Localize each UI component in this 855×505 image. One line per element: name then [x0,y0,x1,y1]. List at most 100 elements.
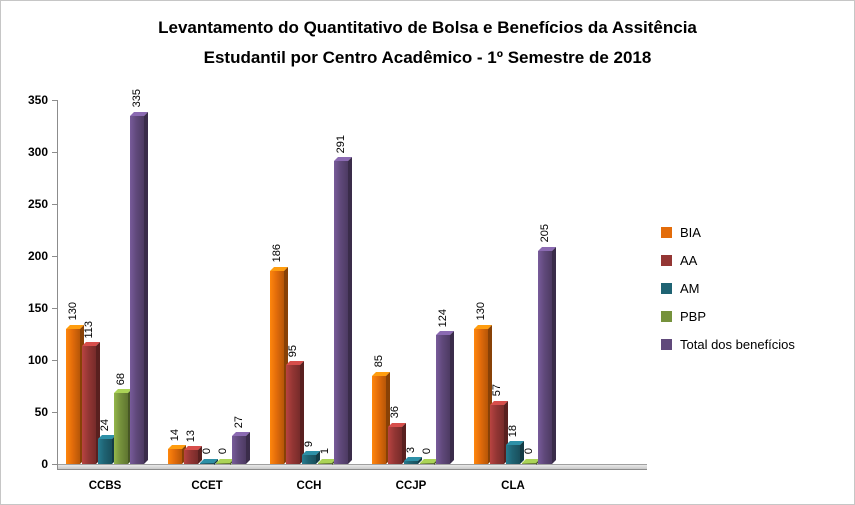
bar-value-label: 27 [233,415,245,428]
bar-pbp-cla [522,458,540,464]
chart-title-line-2: Estudantil por Centro Acadêmico - 1º Sem… [203,48,652,67]
bar-value-label: 57 [491,384,503,397]
bar-pbp-ccbs [114,389,132,464]
y-axis-tick [52,308,58,309]
legend-label: Total dos benefícios [680,337,795,352]
bar-bia-cla [474,324,492,464]
legend: BIA AA AM PBP Total dos benefícios [661,225,795,365]
legend-marker [661,255,672,266]
bar-value-label: 186 [271,244,283,263]
legend-item-bia: BIA [661,225,795,240]
y-axis-tick [52,204,58,205]
bar-aa-ccbs [82,342,100,464]
bar-value-label: 36 [389,406,401,419]
bar-side-face [246,431,250,464]
bar-value-label: 0 [421,448,433,455]
bar-bia-ccbs [66,324,84,464]
y-axis-tick [52,412,58,413]
bar-value-label: 130 [67,302,79,321]
bar-total-dos-benefícios-ccjp [436,331,454,464]
bar-value-label: 113 [83,320,95,339]
bar-value-label: 291 [335,135,347,154]
y-axis-tick [52,464,58,465]
bar-am-ccjp [404,456,422,464]
bar-total-dos-benefícios-cla [538,246,556,464]
legend-item-pbp: PBP [661,309,795,324]
legend-item-aa: AA [661,253,795,268]
legend-label: AA [680,253,698,268]
bar-am-cch [302,450,320,464]
bar-value-label: 205 [539,224,551,243]
chart-title-line-1: Levantamento do Quantitativo de Bolsa e … [158,18,697,37]
y-axis-line [57,100,58,470]
legend-marker [661,311,672,322]
bar-side-face [300,361,304,464]
bar-value-label: 95 [287,344,299,358]
bar-aa-cla [490,400,508,464]
x-axis-category-label: CCH [296,480,322,492]
legend-item-am: AM [661,281,795,296]
chart-title: Levantamento do Quantitativo de Bolsa e … [1,13,854,73]
bar-am-ccet [200,458,218,464]
legend-label: AM [680,281,700,296]
bar-pbp-ccjp [420,458,438,464]
bar-value-label: 0 [523,448,535,455]
bar-value-label: 124 [437,308,449,328]
bar-pbp-ccet [216,458,234,464]
bar-value-label: 68 [115,373,127,386]
bar-value-label: 335 [131,89,143,108]
y-axis-label: 250 [27,197,48,211]
y-axis-tick [52,100,58,101]
bar-value-label: 14 [169,429,181,442]
x-axis-category-label: CCJP [395,480,427,492]
bar-side-face [348,157,352,464]
legend-label: BIA [680,225,701,240]
bar-am-ccbs [98,435,116,464]
bar-value-label: 1 [319,448,331,455]
bar-side-face [144,111,148,464]
y-axis-label: 100 [27,353,48,367]
bar-value-label: 0 [201,448,213,455]
legend-marker [661,283,672,294]
y-axis-label: 50 [34,405,48,419]
bar-value-label: 24 [99,418,111,432]
bar-value-label: 9 [303,440,315,447]
bar-side-face [450,331,454,464]
y-axis-tick [52,256,58,257]
y-axis-tick [52,360,58,361]
legend-label: PBP [680,309,707,324]
bar-bia-ccet [168,445,186,464]
y-axis-label: 200 [27,249,48,263]
bar-total-dos-benefícios-cch [334,157,352,464]
y-axis-label: 300 [27,145,48,159]
bar-bia-cch [270,266,288,464]
bar-side-face [552,246,556,464]
plot-area: 0 50 100 150 200 250 300 350 130 113 24 68 335 CCBS 14… [28,89,647,492]
y-axis-label: 0 [41,457,48,471]
legend-item-total-dos-benefícios: Total dos benefícios [661,337,795,352]
bar-aa-ccjp [388,422,406,464]
x-axis-category-label: CCET [191,480,223,492]
bar-value-label: 0 [217,448,229,455]
bar-total-dos-benefícios-ccet [232,431,250,464]
bar-value-label: 13 [185,430,197,443]
bar-aa-ccet [184,446,202,464]
bar-value-label: 85 [373,355,385,368]
bar-value-label: 130 [475,302,487,321]
bar-value-label: 18 [507,425,519,438]
bar-am-cla [506,441,524,464]
y-axis-label: 150 [27,301,48,315]
y-axis-tick [52,152,58,153]
bar-aa-cch [286,361,304,464]
bar-pbp-cch [318,458,336,464]
legend-marker [661,339,672,350]
y-axis-label: 350 [27,93,48,107]
legend-marker [661,227,672,238]
x-axis-category-label: CLA [501,480,525,492]
bar-total-dos-benefícios-ccbs [130,111,148,464]
bar-bia-ccjp [372,371,390,464]
bar-value-label: 3 [405,446,417,453]
chart-floor [58,464,647,470]
x-axis-category-label: CCBS [88,480,122,492]
